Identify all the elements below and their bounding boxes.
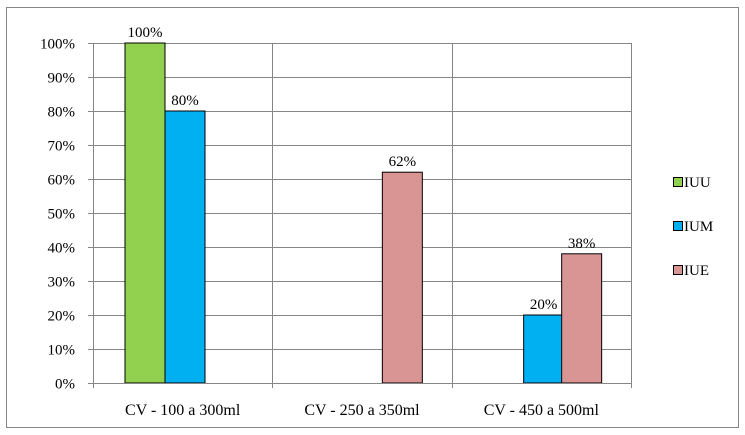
y-tick-label: 70% (48, 139, 76, 155)
legend-label-iuu: IUU (684, 175, 711, 191)
y-tick-label: 20% (48, 309, 76, 325)
bar-iue-3 (561, 253, 603, 384)
y-tick-label: 30% (48, 275, 76, 291)
y-tick-label: 0% (55, 377, 75, 393)
legend-swatch-iuu (673, 177, 683, 187)
data-label: 100% (128, 25, 163, 41)
data-label: 62% (389, 154, 417, 170)
y-tick-label: 50% (48, 207, 76, 223)
legend-label-iue: IUE (684, 263, 709, 279)
legend-label-ium: IUM (684, 219, 713, 235)
bar-iue-2 (381, 171, 423, 384)
y-tick-label: 60% (48, 173, 76, 189)
x-category-label: CV - 100 a 300ml (125, 402, 241, 419)
data-label: 38% (568, 236, 596, 252)
y-tick-label: 100% (40, 37, 75, 53)
x-category-label: CV - 250 a 350ml (304, 402, 420, 419)
bar-iuu-1 (124, 42, 166, 384)
bar-ium-3 (523, 314, 565, 384)
bar-ium-1 (164, 110, 206, 384)
y-tick-label: 40% (48, 241, 76, 257)
x-category-label: CV - 450 a 500ml (484, 402, 600, 419)
legend: IUU IUM IUE (673, 175, 713, 279)
y-tick-label: 80% (48, 105, 76, 121)
chart-border (6, 7, 739, 428)
legend-swatch-iue (673, 265, 683, 275)
y-tick-label: 10% (48, 343, 76, 359)
legend-swatch-ium (673, 221, 683, 231)
data-label: 20% (530, 297, 558, 313)
data-label: 80% (171, 93, 199, 109)
plot-area: 0% 10% 20% 30% 40% 50% 60% 70% 80% 90% 100% 100% 80%… (40, 25, 632, 419)
y-tick-label: 90% (48, 71, 76, 87)
